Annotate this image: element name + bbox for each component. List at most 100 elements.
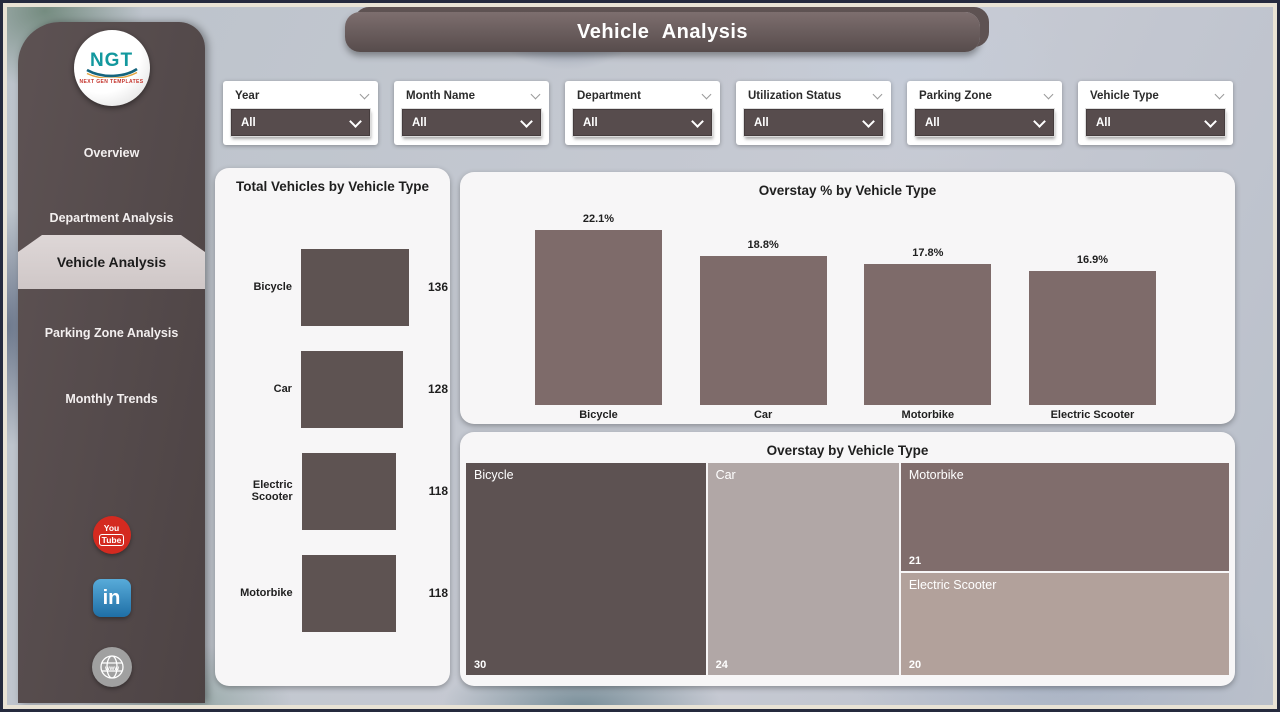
chevron-down-icon[interactable] — [359, 89, 370, 100]
bar-electric-scooter[interactable] — [1028, 271, 1156, 405]
dropdown-value: All — [241, 116, 256, 129]
bar-motorbike[interactable] — [301, 554, 396, 632]
youtube-text-top: You — [103, 523, 120, 533]
dropdown-value: All — [583, 116, 598, 129]
filter-header: Month Name — [394, 81, 549, 102]
website-globe-icon[interactable]: www — [91, 647, 132, 687]
vbar-column-car: 18.8% Car — [699, 202, 827, 421]
linkedin-icon[interactable]: in — [92, 579, 131, 617]
logo-subtext: NEXT GEN TEMPLATES — [79, 78, 144, 85]
svg-text:www: www — [103, 666, 118, 672]
category-label: Electric Scooter — [251, 479, 293, 503]
bar-car[interactable] — [300, 350, 403, 428]
value-label: 118 — [428, 484, 448, 498]
chevron-down-icon — [520, 114, 533, 128]
vbar-column-motorbike: 17.8% Motorbike — [864, 202, 992, 421]
bar-track — [301, 452, 420, 530]
logo-text: NGT — [89, 49, 134, 71]
filter-bar: Year All Month Name All Department All Utiliza… — [223, 81, 1233, 145]
treemap-plot: Bicycle 30 Car 24 Motorbike 21 Electric Scoote… — [465, 462, 1230, 676]
bar-electric-scooter[interactable] — [301, 452, 396, 530]
treemap-tile-electric-scooter[interactable]: Electric Scooter 20 — [899, 571, 1230, 676]
filter-label: Utilization Status — [748, 90, 842, 102]
filter-label: Department — [577, 90, 641, 102]
dashboard-canvas: NGT NEXT GEN TEMPLATES Overview Departmen… — [7, 7, 1273, 705]
chevron-down-icon[interactable] — [1214, 89, 1225, 100]
treemap-right-column: Motorbike 21 Electric Scooter 20 — [899, 462, 1230, 676]
bar-car[interactable] — [699, 256, 827, 405]
data-label: 17.8% — [912, 247, 944, 259]
tile-value: 24 — [715, 659, 728, 671]
filter-header: Department — [565, 81, 720, 102]
linkedin-text: in — [102, 586, 121, 609]
sidebar-item-label: Department Analysis — [49, 211, 174, 225]
sidebar-item-label: Vehicle Analysis — [56, 254, 167, 270]
vbar-column-bicycle: 22.1% Bicycle — [535, 202, 662, 421]
category-label: Electric Scooter — [1050, 409, 1135, 421]
data-label: 18.8% — [747, 239, 779, 251]
dropdown-value: All — [925, 116, 940, 129]
sidebar-item-overview[interactable]: Overview — [18, 133, 205, 173]
hbar-row-motorbike: Motorbike 118 — [221, 542, 448, 644]
treemap-tile-car[interactable]: Car 24 — [706, 462, 900, 676]
chevron-down-icon[interactable] — [1043, 89, 1054, 100]
sidebar-item-parking-zone-analysis[interactable]: Parking Zone Analysis — [18, 313, 205, 353]
hbar-row-car: Car 128 — [221, 338, 448, 440]
sidebar-item-label: Parking Zone Analysis — [44, 326, 179, 340]
treemap-tile-motorbike[interactable]: Motorbike 21 — [899, 462, 1230, 572]
chevron-down-icon — [1033, 114, 1046, 128]
dropdown-value: All — [412, 116, 427, 129]
bar-track — [300, 350, 419, 428]
utilization-status-dropdown[interactable]: All — [744, 109, 883, 136]
filter-utilization-status: Utilization Status All — [736, 81, 891, 145]
sidebar-item-vehicle-analysis[interactable]: Vehicle Analysis — [18, 235, 205, 289]
chevron-down-icon — [862, 114, 875, 128]
bar-motorbike[interactable] — [864, 264, 992, 405]
category-label: Motorbike — [901, 409, 955, 421]
bar-bicycle[interactable] — [535, 230, 662, 405]
sidebar: NGT NEXT GEN TEMPLATES Overview Departmen… — [18, 22, 205, 703]
filter-label: Year — [235, 90, 260, 102]
page-title-bar: Vehicle Analysis — [345, 12, 980, 52]
dropdown-value: All — [1096, 116, 1111, 129]
youtube-text-bottom: Tube — [98, 534, 125, 546]
dropdown-value: All — [754, 116, 769, 129]
globe-glyph: www — [99, 655, 124, 679]
filter-parking-zone: Parking Zone All — [907, 81, 1062, 145]
logo-swoosh-icon — [85, 67, 138, 78]
tile-label: Electric Scooter — [908, 577, 997, 592]
chevron-down-icon — [1204, 114, 1217, 128]
total-vehicles-card: Total Vehicles by Vehicle Type Bicycle 13… — [215, 168, 450, 686]
treemap-tile-bicycle[interactable]: Bicycle 30 — [465, 462, 707, 676]
department-dropdown[interactable]: All — [573, 109, 712, 136]
parking-zone-dropdown[interactable]: All — [915, 109, 1054, 136]
bar-track — [301, 554, 420, 632]
year-dropdown[interactable]: All — [231, 109, 370, 136]
bar-bicycle[interactable] — [300, 248, 409, 326]
filter-department: Department All — [565, 81, 720, 145]
tile-value: 21 — [908, 554, 922, 567]
filter-header: Parking Zone — [907, 81, 1062, 102]
chevron-down-icon[interactable] — [530, 89, 541, 100]
chevron-down-icon[interactable] — [701, 89, 712, 100]
value-label: 118 — [428, 586, 448, 600]
category-label: Motorbike — [240, 587, 293, 599]
filter-label: Vehicle Type — [1090, 90, 1159, 102]
vehicle-type-dropdown[interactable]: All — [1086, 109, 1225, 136]
category-label: Car — [273, 383, 292, 395]
sidebar-item-department-analysis[interactable]: Department Analysis — [18, 198, 205, 238]
filter-header: Utilization Status — [736, 81, 891, 102]
data-label: 22.1% — [582, 213, 615, 225]
category-label: Bicycle — [253, 281, 292, 293]
hbar-row-bicycle: Bicycle 136 — [221, 236, 448, 338]
chevron-down-icon[interactable] — [872, 89, 883, 100]
sidebar-item-monthly-trends[interactable]: Monthly Trends — [18, 379, 205, 419]
sidebar-item-label: Overview — [83, 146, 140, 160]
filter-month-name: Month Name All — [394, 81, 549, 145]
hbar-row-electric-scooter: Electric Scooter 118 — [221, 440, 448, 542]
tile-value: 30 — [474, 659, 487, 671]
month-name-dropdown[interactable]: All — [402, 109, 541, 136]
filter-label: Parking Zone — [919, 90, 992, 102]
youtube-icon[interactable]: You Tube — [92, 516, 131, 554]
